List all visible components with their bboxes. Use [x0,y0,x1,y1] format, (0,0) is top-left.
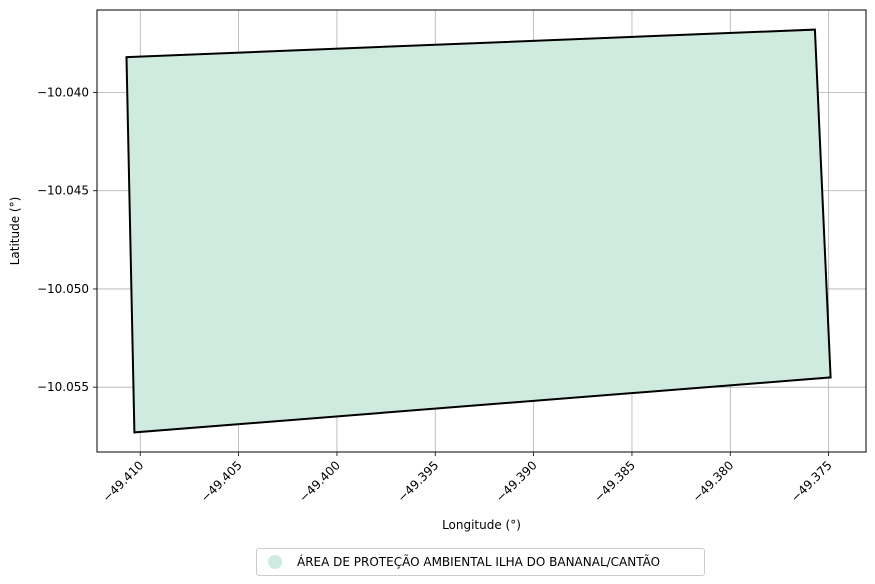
y-tick-label: −10.040 [37,86,89,100]
x-tick-label: −49.380 [690,458,737,505]
x-tick-label: −49.375 [788,458,835,505]
x-axis-ticks: −49.410 −49.405 −49.400 −49.395 −49.390 −49.3… [100,452,835,505]
protected-area-polygon [125,28,832,434]
y-tick-label: −10.050 [37,282,89,296]
x-tick-label: −49.410 [100,458,147,505]
y-axis-ticks: −10.040 −10.045 −10.050 −10.055 [37,86,97,394]
x-tick-label: −49.385 [591,458,638,505]
legend: ÁREA DE PROTEÇÃO AMBIENTAL ILHA DO BANAN… [256,548,705,576]
y-tick-label: −10.045 [37,184,89,198]
x-tick-label: −49.405 [198,458,245,505]
polygon-layer [125,28,832,434]
x-tick-label: −49.390 [493,458,540,505]
legend-marker [268,555,282,569]
x-tick-label: −49.395 [395,458,442,505]
x-axis-label: Longitude (°) [442,518,521,532]
y-tick-label: −10.055 [37,380,89,394]
y-axis-label: Latitude (°) [8,197,22,266]
plot-frame [96,9,867,453]
legend-entry: ÁREA DE PROTEÇÃO AMBIENTAL ILHA DO BANAN… [297,555,661,569]
x-tick-label: −49.400 [296,458,343,505]
